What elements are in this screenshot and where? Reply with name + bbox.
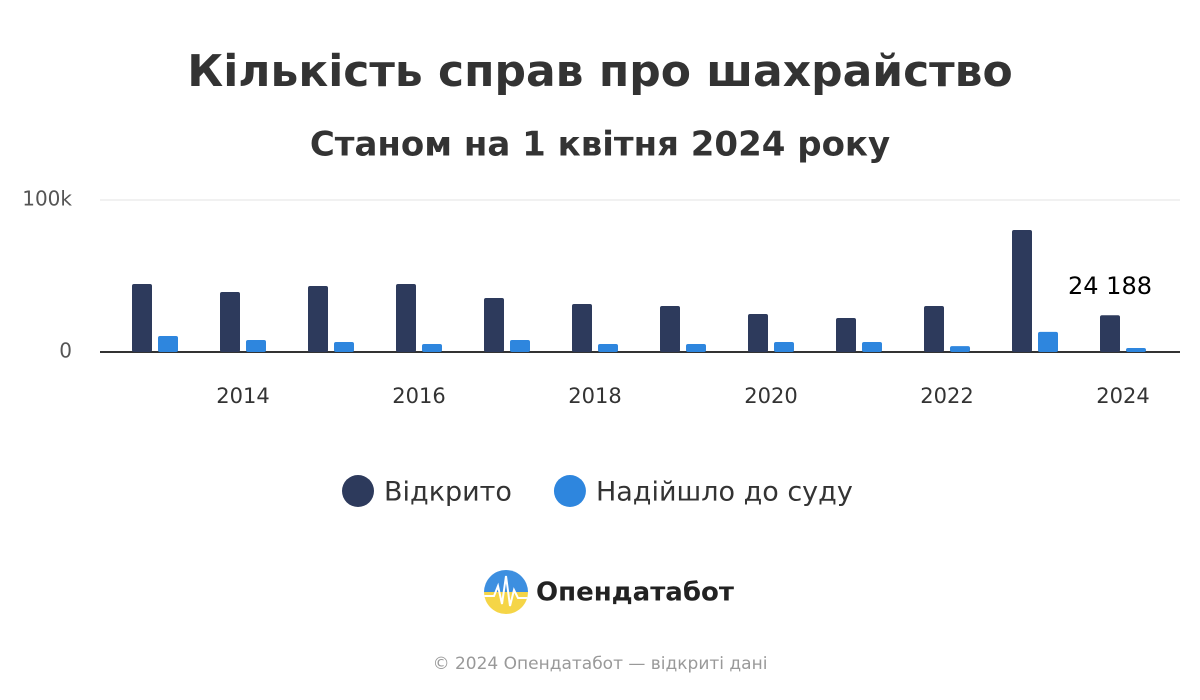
bar [308, 286, 328, 352]
x-tick-label: 2018 [568, 384, 621, 408]
bar [598, 343, 618, 352]
bar [334, 341, 354, 352]
bar [1126, 348, 1146, 352]
bar [748, 314, 768, 352]
legend-marker [553, 475, 586, 507]
brand-name: Опендатабот [536, 578, 734, 608]
bar [158, 336, 178, 352]
bar [396, 284, 416, 352]
bar [510, 339, 530, 352]
x-tick-label: 2016 [392, 384, 445, 408]
bar [220, 291, 240, 352]
bar [246, 339, 266, 352]
bar [1038, 331, 1058, 352]
x-tick-label: 2024 [1096, 384, 1149, 408]
legend-marker [342, 475, 374, 507]
bar [924, 305, 944, 352]
bar [1100, 315, 1120, 352]
footer: © 2024 Опендатабот — відкриті дані [433, 654, 768, 674]
bar [660, 305, 680, 352]
x-tick-label: 2022 [920, 384, 973, 408]
bar [774, 341, 794, 352]
x-tick-label: 2014 [216, 384, 269, 408]
bar [950, 346, 970, 352]
bar [422, 343, 442, 352]
legend-label: Надійшло до суду [596, 477, 853, 508]
bar [1012, 229, 1032, 352]
logo-icon [484, 570, 528, 614]
bar [686, 343, 706, 352]
legend-label: Відкрито [384, 477, 512, 508]
bar [862, 341, 882, 352]
bar [484, 298, 504, 352]
y-tick-label: 100k [22, 187, 72, 211]
bar [836, 317, 856, 352]
chart-title: Кількість справ про шахрайство [187, 46, 1013, 97]
chart-subtitle: Станом на 1 квітня 2024 року [310, 125, 890, 165]
data-label: 24 188 [1068, 272, 1152, 300]
bar [572, 303, 592, 352]
x-tick-label: 2020 [744, 384, 797, 408]
y-tick-label: 0 [59, 339, 72, 363]
bar [132, 284, 152, 352]
